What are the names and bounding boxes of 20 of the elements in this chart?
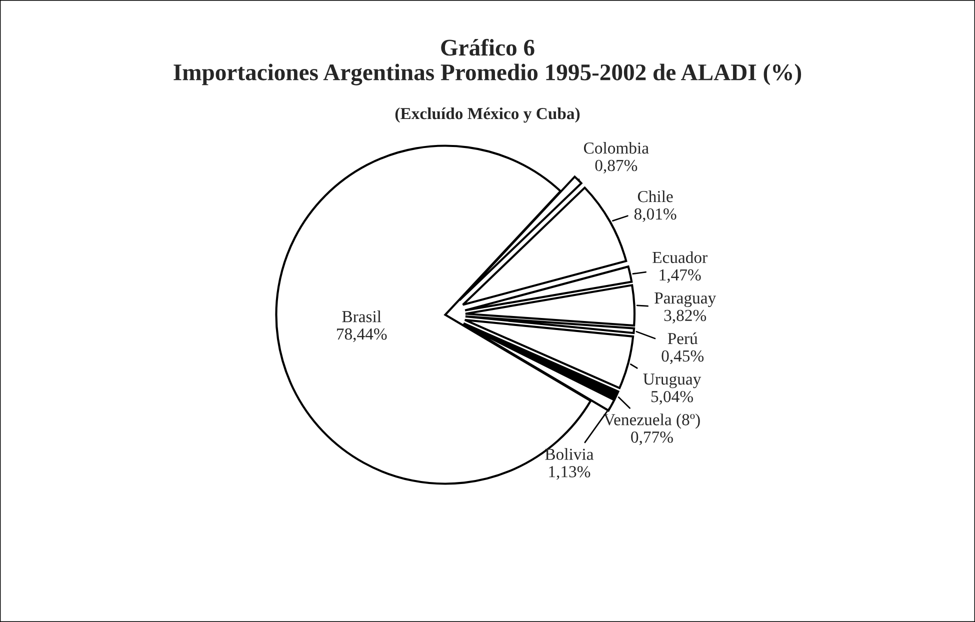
slice-label: Chile (638, 190, 673, 202)
slice-label: Colombia (584, 142, 649, 154)
data-label: 0,45% (662, 350, 704, 364)
slice-label: Perú (668, 332, 698, 344)
slice-label: Brasil (342, 310, 382, 322)
data-label: 1,13% (549, 466, 590, 480)
data-label: 0,87% (595, 160, 638, 174)
slice-label: Venezuela (8º) (604, 414, 700, 429)
data-label: 5,04% (651, 390, 693, 405)
data-label: 0,77% (631, 432, 673, 446)
chart-subtitle: (Excluído México y Cuba) (395, 107, 580, 123)
data-label: 3,82% (664, 310, 706, 324)
chart-title: Gráfico 6 Importaciones Argentinas Promedio 1995-2002 de ALADI (%) (174, 38, 802, 86)
slice-label: Paraguay (654, 292, 716, 308)
data-label: 8,01% (634, 208, 676, 222)
data-label: 78,44% (337, 328, 387, 342)
slice-label: Ecuador (652, 251, 708, 264)
slice-label: Bolivia (545, 448, 594, 460)
slice-label: Uruguay (643, 374, 702, 388)
data-label: 1,47% (660, 269, 701, 283)
